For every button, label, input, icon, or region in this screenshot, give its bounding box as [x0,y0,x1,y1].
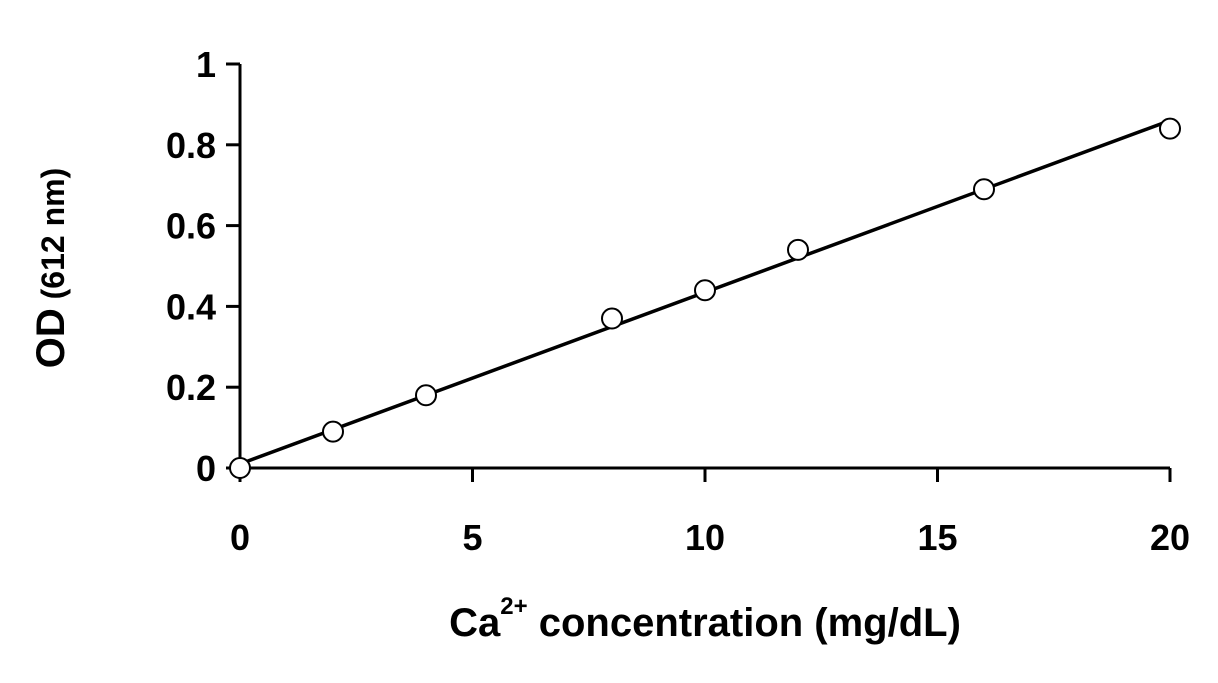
y-tick-label: 1 [196,44,216,85]
x-tick-label: 10 [685,517,725,558]
y-tick-label: 0.6 [166,206,216,247]
x-axis-title: Ca2+ concentration (mg/dL) [449,593,961,645]
data-points [229,117,1181,479]
data-point [229,457,251,479]
data-point [973,178,995,201]
y-axis-title-unit: (612 nm) [35,168,71,308]
y-tick-label: 0.4 [166,286,216,327]
data-point [787,238,809,261]
x-axis-title-rest: concentration (mg/dL) [528,601,961,645]
y-tick-label: 0.8 [166,125,216,166]
data-point [415,384,437,407]
data-point [601,307,623,330]
x-axis-title-base: Ca [449,601,501,645]
x-tick-label: 20 [1150,517,1190,558]
data-point [694,279,716,302]
y-axis-title: OD (612 nm) [29,168,73,368]
y-tick-label: 0 [196,448,216,489]
x-axis-title-superscript: 2+ [500,593,527,620]
data-point [322,420,344,443]
x-tick-label: 0 [230,517,250,558]
axes: 00.20.40.60.810 5 10 15 20 [166,44,1190,558]
y-tick-label: 0.2 [166,367,216,408]
x-tick-label: 5 [462,517,482,558]
y-axis-title-main: OD [29,308,73,368]
x-tick-label: 15 [917,517,957,558]
data-point [1159,117,1181,140]
